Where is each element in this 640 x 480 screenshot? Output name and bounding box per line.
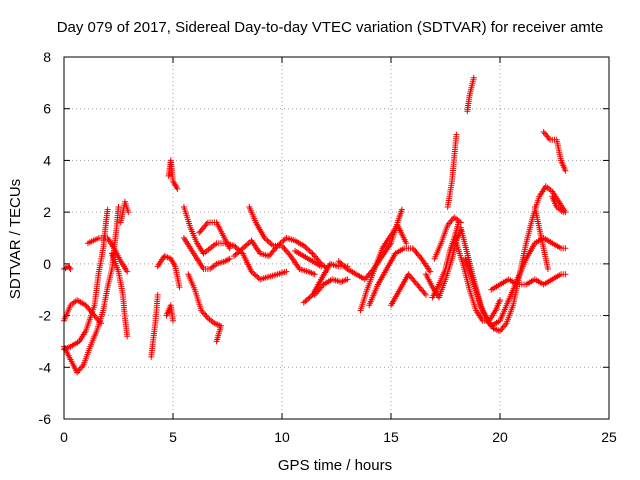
- x-axis-label: GPS time / hours: [278, 457, 392, 474]
- x-tick-label: 5: [169, 429, 177, 445]
- y-tick-label: -2: [39, 308, 52, 324]
- data-track: [246, 204, 318, 278]
- data-track: [311, 276, 351, 298]
- data-track: [531, 204, 551, 272]
- x-tick-label: 0: [60, 429, 68, 445]
- data-track: [388, 271, 429, 309]
- x-tick-label: 15: [383, 429, 399, 445]
- data-track: [444, 131, 460, 210]
- data-track: [196, 219, 233, 252]
- data-track: [163, 302, 176, 324]
- data-track: [165, 157, 181, 192]
- data-points: [61, 74, 569, 376]
- y-tick-label: 0: [43, 256, 51, 272]
- x-tick-label: 25: [601, 429, 617, 445]
- x-tick-label: 20: [492, 429, 508, 445]
- data-track: [464, 74, 477, 115]
- y-tick-label: 2: [43, 204, 51, 220]
- data-track: [85, 235, 131, 275]
- data-track: [540, 129, 569, 174]
- axis-ticks: [63, 56, 610, 420]
- chart-title: Day 079 of 2017, Sidereal Day-to-day VTE…: [57, 19, 604, 36]
- data-track: [180, 204, 290, 283]
- data-track: [488, 271, 569, 293]
- data-track: [117, 198, 132, 226]
- data-track: [185, 271, 224, 345]
- y-tick-label: -6: [39, 411, 52, 427]
- data-track: [180, 235, 233, 272]
- y-tick-label: 8: [43, 49, 51, 65]
- data-track: [431, 214, 464, 262]
- data-track: [422, 227, 464, 301]
- x-tick-label: 10: [274, 429, 290, 445]
- y-tick-label: 6: [43, 101, 51, 117]
- data-track: [154, 253, 183, 291]
- x-tick-labels: 0 5 10 15 20 25: [60, 429, 617, 445]
- data-track: [549, 193, 567, 216]
- data-track: [109, 250, 131, 340]
- y-tick-label: -4: [39, 359, 52, 375]
- data-track: [292, 247, 325, 270]
- data-track: [462, 235, 569, 329]
- y-axis-label: SDTVAR / TECUs: [7, 179, 24, 299]
- data-track: [231, 235, 331, 272]
- plot-frame: [63, 56, 610, 420]
- data-track: [148, 291, 161, 360]
- data-track: [357, 222, 410, 314]
- y-tick-labels: -6 -4 -2 0 2 4 6 8: [39, 49, 52, 427]
- y-tick-label: 4: [43, 152, 51, 168]
- data-track: [366, 245, 434, 309]
